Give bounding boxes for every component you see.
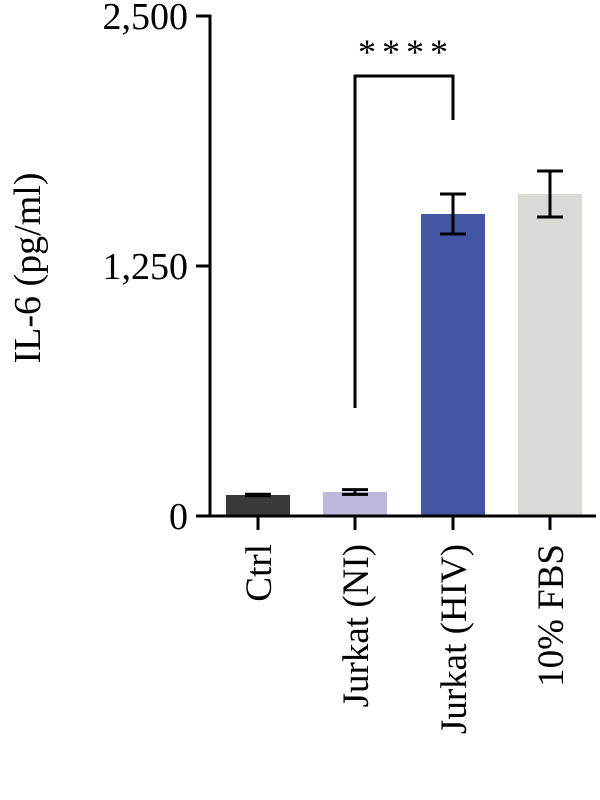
bars-layer bbox=[226, 194, 582, 516]
x-tick-label-jurkat-hiv: Jurkat (HIV) bbox=[434, 544, 475, 734]
x-tick-label-ctrl: Ctrl bbox=[239, 544, 280, 602]
bar-jurkat-hiv bbox=[421, 214, 485, 516]
x-tick-label-10-fbs: 10% FBS bbox=[531, 544, 572, 687]
y-tick-label-2500: 2,500 bbox=[103, 0, 189, 38]
bar-jurkat-ni bbox=[323, 492, 387, 516]
significance-bracket bbox=[353, 74, 455, 408]
error-bar-ctrl bbox=[245, 492, 271, 498]
error-bar-10-fbs bbox=[537, 169, 563, 219]
bar-10-fbs bbox=[518, 194, 582, 516]
y-tick-label-1250: 1,250 bbox=[103, 246, 189, 288]
significance-layer: **** bbox=[353, 32, 455, 408]
y-axis-title: IL-6 (pg/ml) bbox=[7, 172, 49, 363]
bar-ctrl bbox=[226, 495, 290, 516]
x-tick-label-jurkat-ni: Jurkat (NI) bbox=[336, 544, 377, 707]
significance-label: **** bbox=[358, 32, 454, 72]
y-tick-label-0: 0 bbox=[169, 496, 188, 538]
error-bar-jurkat-hiv bbox=[440, 192, 466, 236]
axes-layer: Ctrl Jurkat (NI) Jurkat (HIV) 10% FBS 0 1,250… bbox=[103, 0, 596, 734]
error-bars-layer bbox=[245, 169, 563, 498]
error-bar-jurkat-ni bbox=[342, 488, 368, 496]
